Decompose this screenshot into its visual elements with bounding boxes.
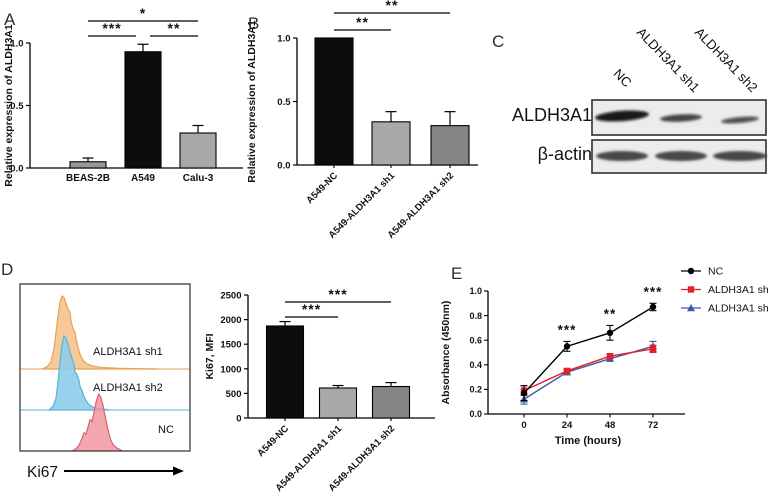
marker-triangle — [687, 304, 695, 312]
y-tick-label: 2500 — [220, 291, 241, 302]
y-tick-label: 1.0 — [469, 286, 482, 296]
y-tick-label: 2000 — [220, 315, 241, 326]
x-axis-title: Time (hours) — [555, 435, 622, 447]
marker-circle — [563, 343, 571, 350]
y-tick-label: 1500 — [220, 340, 241, 351]
flow-series-label: ALDH3A1 sh1 — [93, 346, 163, 358]
marker-square — [649, 345, 657, 353]
marker-square — [687, 286, 695, 293]
panel-d-label: D — [1, 260, 14, 279]
blot-band — [660, 114, 702, 122]
y-tick-label: 0.0 — [469, 409, 482, 419]
panel-e-line-chart: 0.0 0.2 0.4 0.6 0.8 1.0 0 24 48 72 Time (hours) Abs… — [440, 266, 768, 448]
y-axis-title: Absorbance (450nm) — [440, 301, 452, 405]
bar-A549-ALDH3A1 sh2 — [371, 385, 411, 419]
panel-b-label: B — [248, 14, 260, 33]
marker-circle — [606, 329, 614, 337]
x-category-label: A549-NC — [255, 423, 291, 459]
series-line-ALDH3A1 sh1 — [523, 348, 654, 392]
blot-band — [713, 151, 767, 161]
panel-c-western-blot: C ALDH3A1 β-actin NC ALDH3A1 sh1 ALDH3A1 s… — [480, 0, 768, 240]
panel-c-label: C — [492, 32, 505, 51]
y-tick-label: 0.8 — [469, 311, 482, 321]
blot-loading-label: β-actin — [537, 144, 592, 164]
y-tick-label: 0.5 — [277, 97, 291, 108]
marker-square — [606, 352, 614, 360]
y-tick-label: 500 — [226, 389, 242, 400]
y-tick-label: 0.6 — [469, 335, 482, 345]
panel-e-label: E — [451, 264, 463, 283]
bar-A549-ALDH3A1 sh1 — [318, 387, 358, 419]
bar-BEAS-2B — [69, 161, 107, 169]
y-tick-label: 1.0 — [277, 34, 290, 45]
y-tick-label: 0.0 — [10, 164, 23, 175]
y-tick-label: 0.2 — [469, 385, 482, 395]
bar-A549-NC — [314, 37, 354, 166]
y-axis-title: Ki67, MFI — [204, 333, 216, 379]
significance-label: * — [140, 5, 146, 21]
arrow-right-icon — [173, 466, 184, 476]
flow-histogram-ALDH3A1 sh1 — [41, 295, 159, 370]
x-category-label: A549-ALDH3A1 sh2 — [386, 170, 457, 241]
y-axis-title: Relative expression of ALDH3A1 — [3, 24, 15, 187]
x-tick-label: 0 — [521, 420, 526, 431]
blot-lane-label: NC — [611, 66, 635, 90]
y-tick-label: 1.0 — [10, 39, 23, 50]
bar-A549-ALDH3A1 sh1 — [371, 121, 411, 166]
x-tick-label: 48 — [605, 420, 616, 431]
blot-band — [721, 116, 759, 124]
flow-series-label: ALDH3A1 sh2 — [93, 382, 163, 394]
significance-label: ** — [168, 20, 181, 36]
x-category-label: A549 — [131, 173, 155, 184]
y-axis-title: Relative expression of ALDH3A1 — [246, 20, 258, 183]
x-tick-label: 24 — [562, 420, 573, 431]
bar-Calu-3 — [179, 132, 217, 169]
significance-label: ** — [604, 306, 617, 321]
flow-series-label: NC — [158, 424, 174, 436]
series-line-NC — [523, 306, 654, 394]
blot-band — [595, 110, 649, 122]
significance-label: *** — [328, 286, 347, 302]
legend-label: ALDH3A1 sh1 — [708, 284, 768, 296]
blot-target-label: ALDH3A1 — [511, 105, 592, 125]
panel-d-flow-histograms: ALDH3A1 sh1 ALDH3A1 sh2 NC Ki67 — [19, 283, 191, 481]
x-tick-label: 72 — [648, 420, 659, 431]
significance-label: ** — [386, 0, 399, 13]
significance-label: *** — [102, 20, 121, 36]
y-tick-label: 0.0 — [277, 161, 290, 172]
significance-label: *** — [644, 284, 663, 299]
significance-label: ** — [356, 14, 369, 30]
x-category-label: Calu-3 — [183, 173, 214, 184]
flow-histogram-ALDH3A1 sh2 — [47, 334, 110, 411]
panel-d-bar-chart: 05001000150020002500A549-NCA549-ALDH3A1 … — [204, 286, 435, 494]
flow-plot-border — [19, 283, 191, 452]
blot-band — [655, 151, 707, 161]
bar-A549 — [124, 51, 162, 169]
x-category-label: BEAS-2B — [66, 173, 110, 184]
significance-label: *** — [302, 301, 321, 317]
blot-band — [596, 151, 648, 161]
significance-label: *** — [558, 322, 577, 337]
flow-x-axis-label: Ki67 — [27, 464, 58, 481]
marker-circle — [649, 303, 657, 311]
y-tick-label: 1000 — [220, 364, 241, 375]
panel-a-label: A — [4, 10, 16, 29]
marker-square — [563, 367, 571, 375]
marker-circle — [520, 389, 528, 397]
bar-A549-ALDH3A1 sh2 — [430, 125, 470, 166]
legend-label: NC — [708, 266, 724, 278]
bar-A549-NC — [265, 325, 305, 419]
y-tick-label: 0.4 — [469, 360, 482, 370]
legend-label: ALDH3A1 sh2 — [708, 303, 768, 315]
y-tick-label: 0.5 — [10, 101, 24, 112]
marker-circle — [687, 267, 695, 275]
x-category-label: A549-NC — [304, 170, 340, 206]
flow-histogram-NC — [70, 392, 124, 451]
y-tick-label: 0 — [236, 414, 241, 425]
